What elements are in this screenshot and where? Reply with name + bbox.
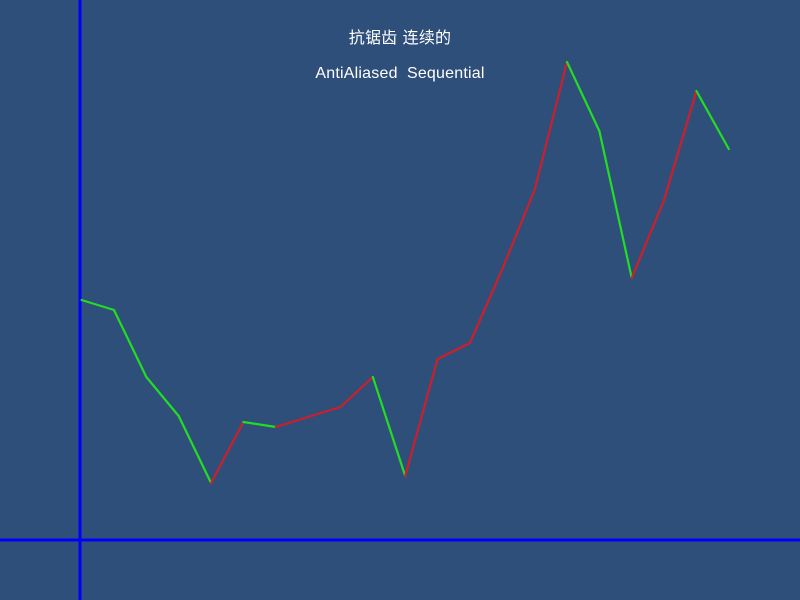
line-segment-5 [242, 420, 277, 429]
line-segment-15 [565, 60, 601, 133]
line-segment-16 [598, 129, 633, 280]
chart-subtitle: AntiAliased Sequential [315, 65, 485, 82]
line-segment-0 [80, 298, 116, 312]
line-segment-3 [177, 414, 213, 485]
line-segment-14 [533, 60, 569, 192]
line-segment-6 [274, 415, 310, 429]
line-segment-9 [371, 375, 407, 478]
line-segment-4 [209, 420, 245, 485]
chart-title: 抗锯齿 连续的 [348, 28, 452, 47]
line-segment-11 [436, 341, 472, 361]
line-segment-13 [501, 188, 536, 271]
line-segment-17 [630, 198, 666, 280]
line-segment-1 [112, 308, 148, 379]
line-segment-2 [145, 375, 180, 418]
series-layer [80, 60, 730, 485]
line-segment-12 [468, 267, 504, 345]
line-segment-19 [695, 89, 730, 151]
line-segment-18 [662, 89, 698, 202]
line-segment-7 [307, 405, 342, 419]
line-segment-8 [339, 375, 374, 409]
line-segment-10 [404, 357, 439, 478]
